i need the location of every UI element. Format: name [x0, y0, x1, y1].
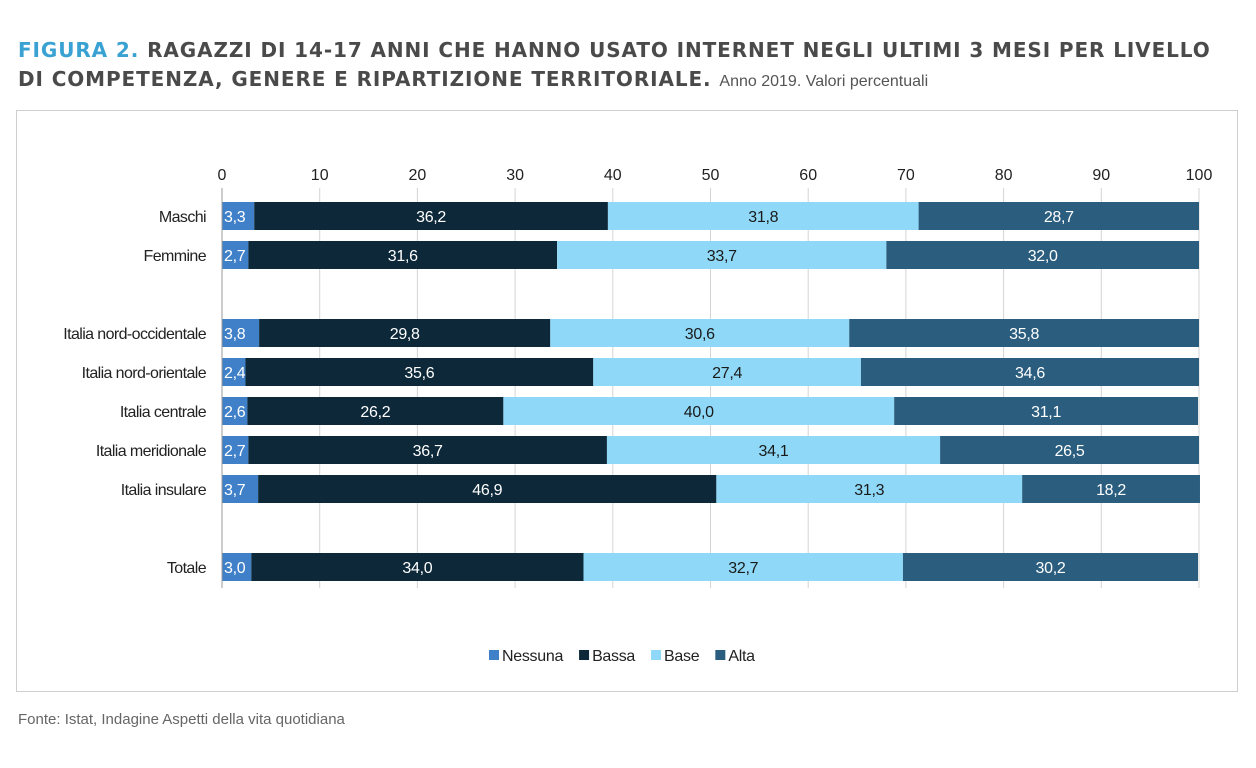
data-label-base-femmine: 33,7	[707, 248, 737, 265]
bar-nessuna-italia-nord-occidentale	[222, 319, 260, 347]
bar-alta-italia-nord-occidentale	[849, 319, 1199, 347]
data-label-nessuna-italia-nord-orientale: 2,4	[224, 365, 246, 382]
data-label-nessuna-totale: 3,0	[224, 560, 246, 577]
data-label-bassa-italia-meridionale: 36,7	[413, 443, 443, 460]
bar-base-italia-insulare	[716, 475, 1023, 503]
bar-base-totale	[583, 553, 903, 581]
x-tick-label-40: 40	[604, 167, 622, 184]
bar-nessuna-femmine	[222, 241, 249, 269]
data-label-alta-totale: 30,2	[1036, 560, 1066, 577]
data-label-bassa-italia-insulare: 46,9	[472, 482, 502, 499]
data-label-bassa-totale: 34,0	[402, 560, 432, 577]
bar-alta-italia-insulare	[1022, 475, 1200, 503]
figure-title-text: RAGAZZI DI 14-17 ANNI CHE HANNO USATO IN…	[18, 38, 1211, 91]
data-label-alta-maschi: 28,7	[1044, 209, 1074, 226]
category-label-maschi: Maschi	[159, 209, 206, 226]
x-tick-label-10: 10	[311, 167, 329, 184]
bar-base-italia-centrale	[503, 397, 895, 425]
legend-label-bassa: Bassa	[592, 648, 635, 665]
x-tick-label-20: 20	[409, 167, 427, 184]
bar-base-maschi	[607, 202, 919, 230]
bar-bassa-italia-nord-occidentale	[259, 319, 551, 347]
bar-alta-italia-nord-orientale	[860, 358, 1199, 386]
data-label-nessuna-italia-nord-occidentale: 3,8	[224, 326, 246, 343]
data-label-bassa-femmine: 31,6	[388, 248, 418, 265]
figure-label: FIGURA 2.	[18, 38, 140, 62]
data-label-alta-italia-centrale: 31,1	[1031, 404, 1061, 421]
bar-bassa-italia-insulare	[258, 475, 717, 503]
chart-frame	[16, 110, 1238, 692]
bar-alta-femmine	[886, 241, 1199, 269]
x-tick-label-70: 70	[897, 167, 915, 184]
data-label-alta-italia-nord-occidentale: 35,8	[1009, 326, 1039, 343]
x-tick-label-50: 50	[702, 167, 720, 184]
bar-nessuna-italia-nord-orientale	[222, 358, 246, 386]
legend-swatch-nessuna	[489, 650, 499, 660]
legend-label-nessuna: Nessuna	[502, 648, 563, 665]
x-tick-label-60: 60	[799, 167, 817, 184]
data-label-bassa-italia-nord-occidentale: 29,8	[390, 326, 420, 343]
category-label-italia-meridionale: Italia meridionale	[96, 443, 207, 460]
legend-label-base: Base	[664, 648, 700, 665]
bar-alta-totale	[902, 553, 1199, 581]
data-label-base-italia-nord-orientale: 27,4	[712, 365, 742, 382]
bar-alta-maschi	[918, 202, 1199, 230]
category-label-italia-nord-occidentale: Italia nord-occidentale	[63, 326, 206, 343]
data-label-bassa-italia-centrale: 26,2	[360, 404, 390, 421]
bar-base-italia-nord-occidentale	[550, 319, 850, 347]
data-label-alta-italia-insulare: 18,2	[1096, 482, 1126, 499]
data-label-bassa-maschi: 36,2	[416, 209, 446, 226]
bar-bassa-maschi	[254, 202, 608, 230]
bar-bassa-italia-meridionale	[248, 436, 607, 464]
data-label-base-italia-centrale: 40,0	[684, 404, 714, 421]
data-label-alta-italia-nord-orientale: 34,6	[1015, 365, 1045, 382]
data-label-nessuna-italia-centrale: 2,6	[224, 404, 246, 421]
category-label-totale: Totale	[167, 560, 207, 577]
data-label-base-totale: 32,7	[728, 560, 758, 577]
x-tick-label-100: 100	[1186, 167, 1213, 184]
data-label-base-maschi: 31,8	[748, 209, 778, 226]
category-label-italia-centrale: Italia centrale	[120, 404, 207, 421]
bar-base-italia-nord-orientale	[593, 358, 861, 386]
data-label-nessuna-femmine: 2,7	[224, 248, 246, 265]
bar-bassa-femmine	[248, 241, 558, 269]
data-label-nessuna-italia-meridionale: 2,7	[224, 443, 246, 460]
data-label-nessuna-maschi: 3,3	[224, 209, 246, 226]
bar-nessuna-italia-centrale	[222, 397, 248, 425]
data-label-base-italia-nord-occidentale: 30,6	[685, 326, 715, 343]
x-tick-label-80: 80	[995, 167, 1013, 184]
bar-base-femmine	[557, 241, 887, 269]
bar-base-italia-meridionale	[606, 436, 941, 464]
bar-bassa-italia-nord-orientale	[245, 358, 594, 386]
category-label-italia-nord-orientale: Italia nord-orientale	[82, 365, 207, 382]
x-tick-label-30: 30	[506, 167, 524, 184]
stacked-bar-chart: 0 10 20 30 40 50 60 70 80 90 100 Maschi 3,3 36,2 31,8 2…	[63, 167, 1213, 665]
bar-alta-italia-centrale	[894, 397, 1199, 425]
category-label-italia-insulare: Italia insulare	[121, 482, 207, 499]
bar-nessuna-italia-insulare	[222, 475, 259, 503]
figure-title: FIGURA 2. RAGAZZI DI 14-17 ANNI CHE HANN…	[18, 36, 1243, 96]
legend-label-alta: Alta	[728, 648, 755, 665]
legend-swatch-alta	[715, 650, 726, 660]
bar-bassa-italia-centrale	[247, 397, 504, 425]
legend-swatch-base	[651, 650, 662, 660]
bar-bassa-totale	[251, 553, 584, 581]
data-label-nessuna-italia-insulare: 3,7	[224, 482, 246, 499]
legend-swatch-bassa	[579, 650, 590, 660]
data-label-alta-femmine: 32,0	[1028, 248, 1058, 265]
data-label-alta-italia-meridionale: 26,5	[1055, 443, 1085, 460]
bar-alta-italia-meridionale	[940, 436, 1199, 464]
data-label-base-italia-insulare: 31,3	[854, 482, 884, 499]
x-tick-label-90: 90	[1092, 167, 1110, 184]
figure-subtitle: Anno 2019. Valori percentuali	[719, 73, 929, 90]
bar-nessuna-maschi	[222, 202, 255, 230]
data-label-bassa-italia-nord-orientale: 35,6	[404, 365, 434, 382]
source-note: Fonte: Istat, Indagine Aspetti della vit…	[18, 711, 345, 728]
x-tick-label-0: 0	[218, 167, 227, 184]
category-label-femmine: Femmine	[144, 248, 207, 265]
bar-nessuna-italia-meridionale	[222, 436, 249, 464]
data-label-base-italia-meridionale: 34,1	[759, 443, 789, 460]
bar-nessuna-totale	[222, 553, 252, 581]
